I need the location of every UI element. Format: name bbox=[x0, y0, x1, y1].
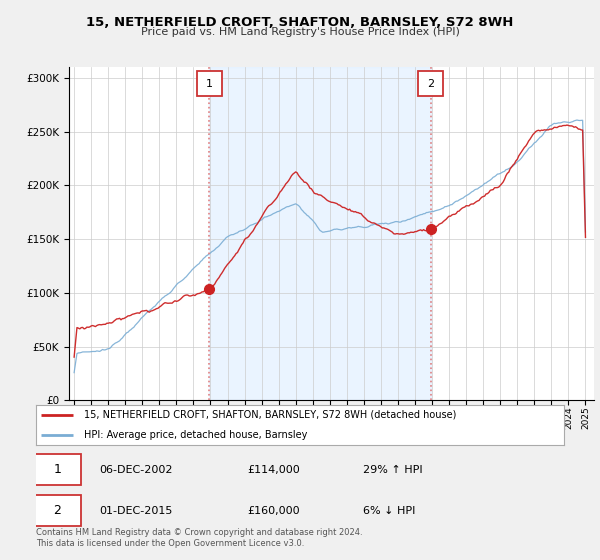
Bar bbox=[209, 67, 431, 400]
Text: 6% ↓ HPI: 6% ↓ HPI bbox=[364, 506, 416, 516]
Text: 2: 2 bbox=[53, 504, 61, 517]
Text: £114,000: £114,000 bbox=[247, 465, 300, 475]
FancyBboxPatch shape bbox=[197, 71, 222, 96]
Text: 1: 1 bbox=[206, 78, 212, 88]
Text: Price paid vs. HM Land Registry's House Price Index (HPI): Price paid vs. HM Land Registry's House … bbox=[140, 27, 460, 37]
Text: 06-DEC-2002: 06-DEC-2002 bbox=[100, 465, 173, 475]
Text: 15, NETHERFIELD CROFT, SHAFTON, BARNSLEY, S72 8WH (detached house): 15, NETHERFIELD CROFT, SHAFTON, BARNSLEY… bbox=[83, 410, 456, 420]
Text: 15, NETHERFIELD CROFT, SHAFTON, BARNSLEY, S72 8WH: 15, NETHERFIELD CROFT, SHAFTON, BARNSLEY… bbox=[86, 16, 514, 29]
Text: Contains HM Land Registry data © Crown copyright and database right 2024.
This d: Contains HM Land Registry data © Crown c… bbox=[36, 528, 362, 548]
FancyBboxPatch shape bbox=[34, 495, 81, 526]
Text: 01-DEC-2015: 01-DEC-2015 bbox=[100, 506, 173, 516]
Text: 1: 1 bbox=[53, 463, 61, 477]
Text: HPI: Average price, detached house, Barnsley: HPI: Average price, detached house, Barn… bbox=[83, 430, 307, 440]
Text: £160,000: £160,000 bbox=[247, 506, 300, 516]
FancyBboxPatch shape bbox=[34, 454, 81, 486]
Text: 29% ↑ HPI: 29% ↑ HPI bbox=[364, 465, 423, 475]
Text: 2: 2 bbox=[427, 78, 434, 88]
FancyBboxPatch shape bbox=[418, 71, 443, 96]
